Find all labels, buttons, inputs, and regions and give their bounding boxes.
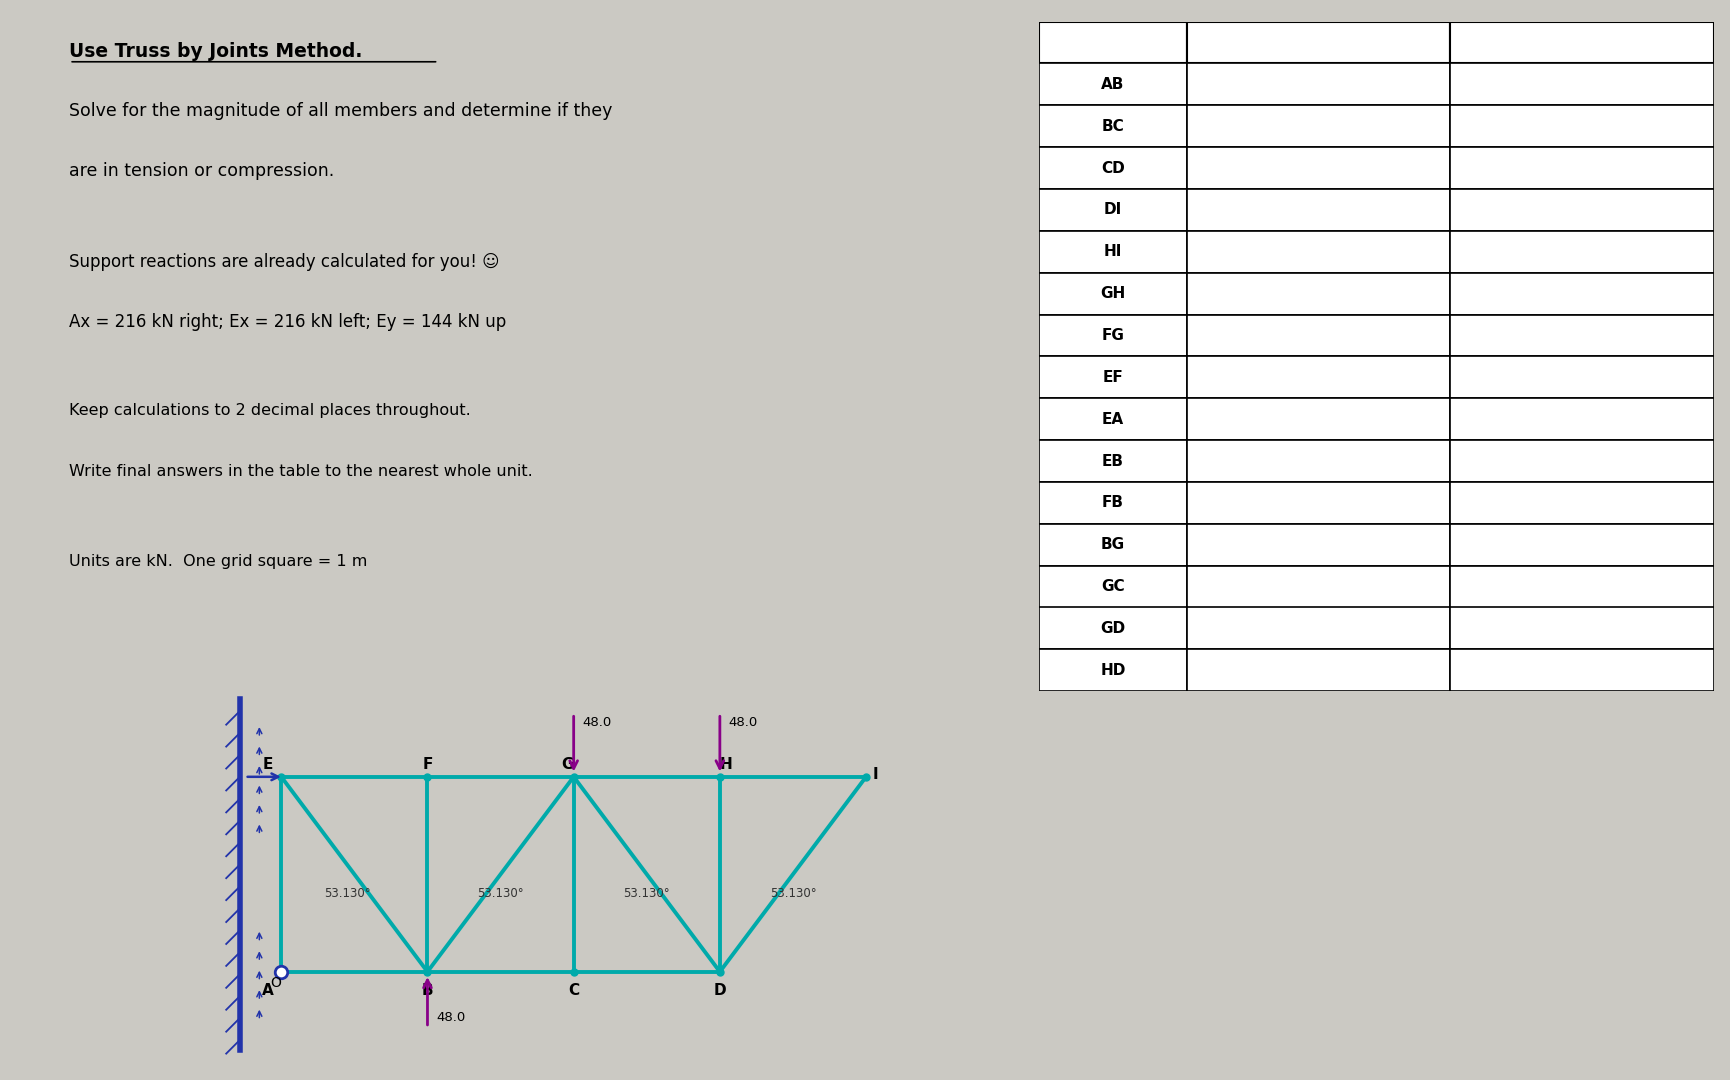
Text: GH: GH bbox=[1100, 286, 1124, 301]
Text: Ax = 216 kN right; Ex = 216 kN left; Ey = 144 kN up: Ax = 216 kN right; Ex = 216 kN left; Ey … bbox=[69, 313, 507, 330]
Text: Units are kN.  One grid square = 1 m: Units are kN. One grid square = 1 m bbox=[69, 554, 367, 569]
Text: G: G bbox=[561, 757, 574, 772]
Bar bbox=[1450, 399, 1713, 440]
Bar bbox=[1038, 566, 1187, 607]
Bar bbox=[1187, 105, 1450, 147]
Bar bbox=[1038, 189, 1187, 231]
Text: CD: CD bbox=[1100, 161, 1124, 176]
Bar bbox=[1038, 482, 1187, 524]
Bar bbox=[1450, 314, 1713, 356]
Text: H: H bbox=[720, 757, 732, 772]
Bar bbox=[1038, 649, 1187, 691]
Bar bbox=[1187, 566, 1450, 607]
Text: 53.130°: 53.130° bbox=[623, 888, 670, 901]
Text: EA: EA bbox=[1102, 411, 1123, 427]
Text: EB: EB bbox=[1102, 454, 1123, 469]
Text: O: O bbox=[270, 976, 280, 990]
Text: F: F bbox=[422, 757, 432, 772]
Text: EF: EF bbox=[1102, 369, 1123, 384]
Bar bbox=[1038, 231, 1187, 272]
Bar bbox=[1038, 440, 1187, 482]
Bar bbox=[1038, 147, 1187, 189]
Text: Write final answers in the table to the nearest whole unit.: Write final answers in the table to the … bbox=[69, 463, 533, 478]
Bar bbox=[1187, 189, 1450, 231]
Text: AB: AB bbox=[1100, 77, 1124, 92]
Text: D: D bbox=[713, 983, 727, 998]
Text: HI: HI bbox=[1104, 244, 1121, 259]
Text: are in tension or compression.: are in tension or compression. bbox=[69, 162, 334, 180]
Bar bbox=[1450, 482, 1713, 524]
Bar bbox=[1450, 272, 1713, 314]
Bar bbox=[1450, 566, 1713, 607]
Bar bbox=[1187, 649, 1450, 691]
Bar bbox=[1450, 649, 1713, 691]
Text: 48.0: 48.0 bbox=[436, 1011, 465, 1024]
Text: C: C bbox=[567, 983, 580, 998]
Text: BC: BC bbox=[1100, 119, 1123, 134]
Text: GD: GD bbox=[1100, 621, 1124, 636]
Bar bbox=[1450, 64, 1713, 105]
Text: Solve for the magnitude of all members and determine if they: Solve for the magnitude of all members a… bbox=[69, 102, 612, 120]
Text: HD: HD bbox=[1100, 663, 1124, 678]
Bar bbox=[1038, 399, 1187, 440]
Text: 53.130°: 53.130° bbox=[477, 888, 524, 901]
Bar bbox=[1187, 440, 1450, 482]
Bar bbox=[1187, 147, 1450, 189]
Bar bbox=[1450, 524, 1713, 566]
Bar bbox=[1450, 440, 1713, 482]
Text: 53.130°: 53.130° bbox=[770, 888, 817, 901]
Bar bbox=[1450, 356, 1713, 399]
Bar bbox=[1450, 231, 1713, 272]
Text: 48.0: 48.0 bbox=[728, 716, 758, 729]
Bar bbox=[1187, 482, 1450, 524]
Bar bbox=[1038, 607, 1187, 649]
Text: E: E bbox=[263, 757, 273, 772]
Bar bbox=[1187, 64, 1450, 105]
Text: Support reactions are already calculated for you! ☺: Support reactions are already calculated… bbox=[69, 253, 500, 271]
Text: Use Truss by Joints Method.: Use Truss by Joints Method. bbox=[69, 42, 362, 60]
Bar bbox=[1038, 356, 1187, 399]
Bar bbox=[1187, 272, 1450, 314]
Bar bbox=[1187, 399, 1450, 440]
Bar bbox=[1187, 356, 1450, 399]
Bar bbox=[1038, 272, 1187, 314]
Bar bbox=[1038, 524, 1187, 566]
Text: BG: BG bbox=[1100, 537, 1124, 552]
Text: 48.0: 48.0 bbox=[581, 716, 611, 729]
Text: FB: FB bbox=[1102, 496, 1123, 511]
Bar bbox=[1450, 189, 1713, 231]
Bar bbox=[1038, 64, 1187, 105]
Bar bbox=[1187, 314, 1450, 356]
Bar bbox=[1038, 105, 1187, 147]
Bar bbox=[1450, 105, 1713, 147]
Bar bbox=[1187, 231, 1450, 272]
Bar bbox=[1187, 524, 1450, 566]
Bar bbox=[1187, 22, 1450, 64]
Bar bbox=[1038, 22, 1187, 64]
Text: 53.130°: 53.130° bbox=[324, 888, 370, 901]
Text: Keep calculations to 2 decimal places throughout.: Keep calculations to 2 decimal places th… bbox=[69, 403, 471, 418]
Bar bbox=[1450, 147, 1713, 189]
Text: DI: DI bbox=[1104, 202, 1121, 217]
Text: A: A bbox=[261, 983, 273, 998]
Text: I: I bbox=[872, 767, 879, 782]
Text: FG: FG bbox=[1100, 328, 1124, 343]
Bar bbox=[1187, 607, 1450, 649]
Text: B: B bbox=[422, 983, 432, 998]
Bar bbox=[1450, 22, 1713, 64]
Bar bbox=[1038, 314, 1187, 356]
Bar bbox=[1450, 607, 1713, 649]
Text: GC: GC bbox=[1100, 579, 1124, 594]
